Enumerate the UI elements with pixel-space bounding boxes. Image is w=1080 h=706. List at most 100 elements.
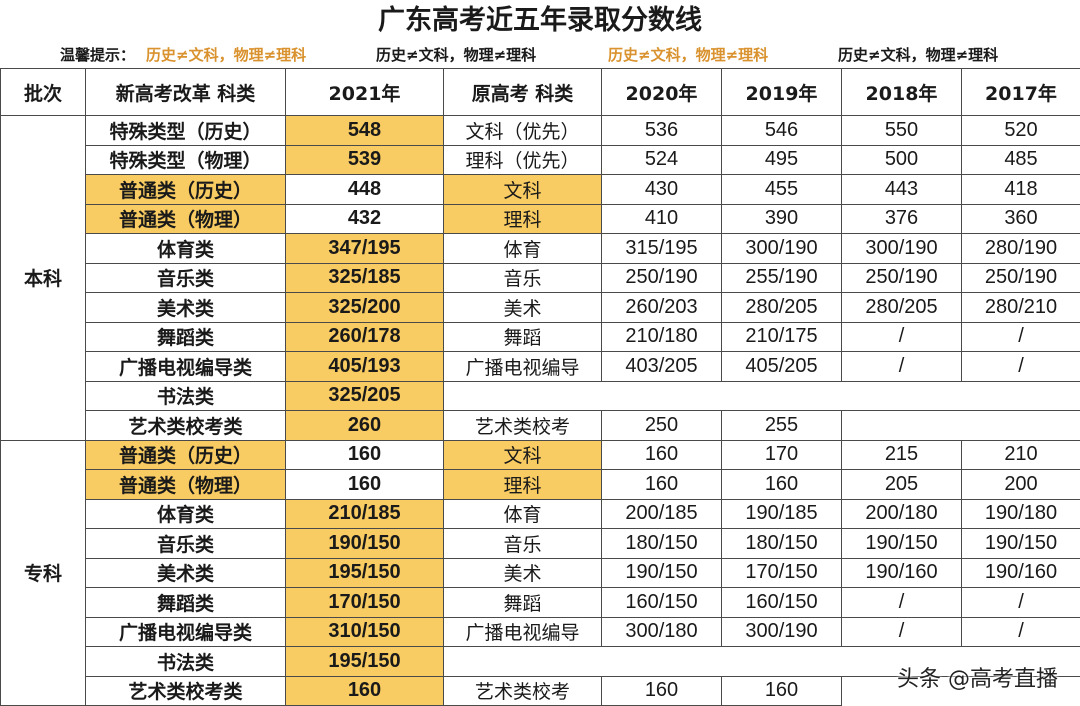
score-2017-cell: 360: [962, 204, 1080, 234]
score-2020-cell: 160: [602, 470, 722, 500]
old-category-cell: 美术: [444, 558, 602, 588]
new-category-cell: 音乐类: [86, 263, 286, 293]
old-category-cell: 理科: [444, 204, 602, 234]
old-category-cell: 舞蹈: [444, 588, 602, 618]
score-2018-cell: /: [842, 352, 962, 382]
score-2021-cell: 195/150: [286, 558, 444, 588]
score-2018-cell: /: [842, 617, 962, 647]
score-2021-cell: 405/193: [286, 352, 444, 382]
score-2021-cell: 160: [286, 470, 444, 500]
old-category-cell: 理科（优先）: [444, 145, 602, 175]
header-2020: 2020年: [602, 69, 722, 116]
score-2021-cell: 210/185: [286, 499, 444, 529]
old-category-cell: 舞蹈: [444, 322, 602, 352]
old-category-cell: 艺术类校考: [444, 411, 602, 441]
score-2017-cell: /: [962, 352, 1080, 382]
score-2020-cell: 180/150: [602, 529, 722, 559]
score-2021-cell: 160: [286, 676, 444, 706]
score-2018-cell: 215: [842, 440, 962, 470]
score-2019-cell: 255/190: [722, 263, 842, 293]
score-2021-cell: 260/178: [286, 322, 444, 352]
old-category-cell: 体育: [444, 499, 602, 529]
score-2017-cell: 250/190: [962, 263, 1080, 293]
new-category-cell: 舞蹈类: [86, 588, 286, 618]
score-2017-cell: 485: [962, 145, 1080, 175]
score-2019-cell: 170: [722, 440, 842, 470]
score-2021-cell: 190/150: [286, 529, 444, 559]
header-old-category: 原高考 科类: [444, 69, 602, 116]
new-category-cell: 美术类: [86, 558, 286, 588]
new-category-cell: 音乐类: [86, 529, 286, 559]
score-2019-cell: 546: [722, 116, 842, 146]
tips-bar: 温馨提示： 历史≠文科，物理≠理科 历史≠文科，物理≠理科 历史≠文科，物理≠理…: [0, 42, 1080, 68]
old-category-cell: 文科（优先）: [444, 116, 602, 146]
batch-cell: 专科: [1, 440, 86, 706]
new-category-cell: 书法类: [86, 647, 286, 677]
score-2018-cell: 190/150: [842, 529, 962, 559]
new-category-cell: 艺术类校考类: [86, 411, 286, 441]
score-2019-cell: 255: [722, 411, 842, 441]
page-title: 广东高考近五年录取分数线: [0, 0, 1080, 42]
score-2018-cell: 250/190: [842, 263, 962, 293]
old-category-cell: 文科: [444, 175, 602, 205]
new-category-cell: 普通类（历史）: [86, 440, 286, 470]
new-category-cell: 广播电视编导类: [86, 617, 286, 647]
old-category-cell: 体育: [444, 234, 602, 264]
old-category-cell: 美术: [444, 293, 602, 323]
old-category-cell: 音乐: [444, 263, 602, 293]
score-2021-cell: 310/150: [286, 617, 444, 647]
score-2020-cell: 430: [602, 175, 722, 205]
new-category-cell: 普通类（历史）: [86, 175, 286, 205]
header-row: 批次 新高考改革 科类 2021年 原高考 科类 2020年 2019年 201…: [1, 69, 1080, 116]
score-2020-cell: 260/203: [602, 293, 722, 323]
score-2018-cell: 550: [842, 116, 962, 146]
score-2019-cell: 210/175: [722, 322, 842, 352]
score-2021-cell: 160: [286, 440, 444, 470]
score-2021-cell: 347/195: [286, 234, 444, 264]
new-category-cell: 书法类: [86, 381, 286, 411]
watermark: 头条 @高考直播: [897, 661, 1058, 693]
new-category-cell: 普通类（物理）: [86, 204, 286, 234]
score-2018-cell: 200/180: [842, 499, 962, 529]
score-2020-cell: 410: [602, 204, 722, 234]
old-category-cell: 理科: [444, 470, 602, 500]
score-2019-cell: 405/205: [722, 352, 842, 382]
score-2017-cell: 520: [962, 116, 1080, 146]
new-category-cell: 舞蹈类: [86, 322, 286, 352]
score-2017-cell: 190/180: [962, 499, 1080, 529]
score-2018-cell: /: [842, 588, 962, 618]
score-2020-cell: 315/195: [602, 234, 722, 264]
old-category-cell: 广播电视编导: [444, 352, 602, 382]
score-2021-cell: 260: [286, 411, 444, 441]
score-2020-cell: 536: [602, 116, 722, 146]
score-2017-cell: 418: [962, 175, 1080, 205]
score-2020-cell: 190/150: [602, 558, 722, 588]
score-2019-cell: 300/190: [722, 617, 842, 647]
score-2021-cell: 325/200: [286, 293, 444, 323]
score-2018-cell: 205: [842, 470, 962, 500]
batch-cell: 本科: [1, 116, 86, 441]
score-2021-cell: 170/150: [286, 588, 444, 618]
new-category-cell: 体育类: [86, 234, 286, 264]
score-2020-cell: 160: [602, 676, 722, 706]
score-2018-cell: 190/160: [842, 558, 962, 588]
score-2021-cell: 325/185: [286, 263, 444, 293]
score-2017-cell: 280/210: [962, 293, 1080, 323]
score-2019-cell: 495: [722, 145, 842, 175]
score-2017-cell: /: [962, 588, 1080, 618]
score-2019-cell: 160: [722, 470, 842, 500]
score-2017-cell: 200: [962, 470, 1080, 500]
score-2019-cell: 160/150: [722, 588, 842, 618]
score-2017-cell: /: [962, 617, 1080, 647]
